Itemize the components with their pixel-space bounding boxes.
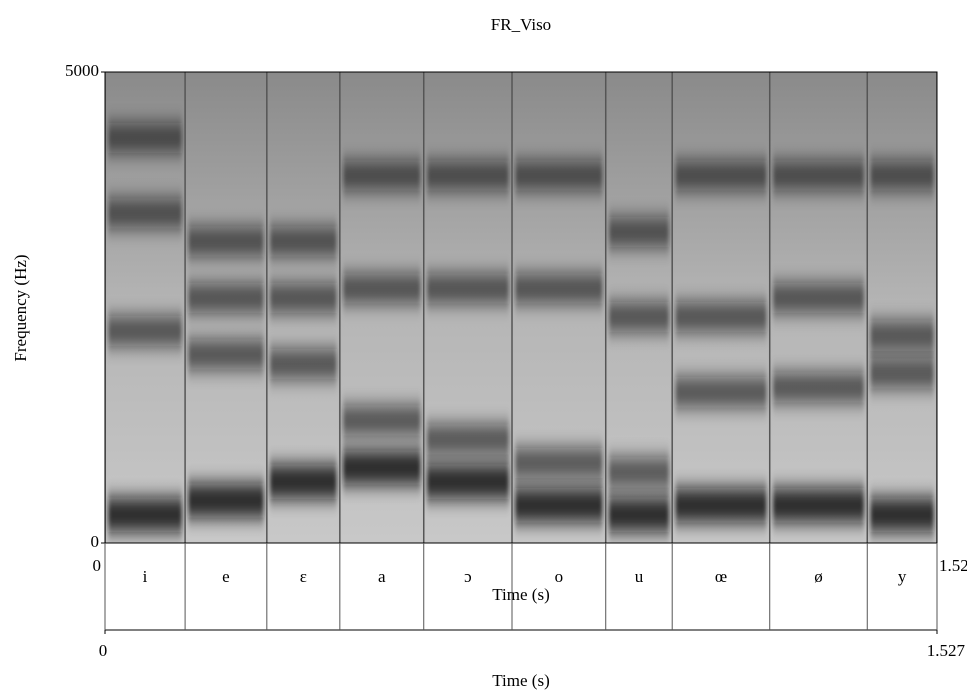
segment-label: ɛ xyxy=(300,567,307,586)
formant-band xyxy=(515,447,603,478)
formant-band xyxy=(188,339,264,370)
segment-label: ø xyxy=(814,567,823,586)
formant-band xyxy=(269,464,337,499)
formant-band xyxy=(108,122,183,153)
formant-band xyxy=(188,483,264,518)
segment-background xyxy=(867,72,937,543)
formant-band xyxy=(188,283,264,314)
formant-band xyxy=(515,160,603,191)
formant-band xyxy=(515,273,603,304)
x-tick-label: 0 xyxy=(99,641,108,660)
formant-band xyxy=(269,226,337,257)
formant-band xyxy=(426,273,510,304)
formant-band xyxy=(269,283,337,314)
formant-band xyxy=(342,273,421,304)
formant-band xyxy=(608,497,670,532)
formant-band xyxy=(772,283,865,314)
formant-band xyxy=(108,198,183,229)
formant-band xyxy=(515,488,603,523)
y-axis-label: Frequency (Hz) xyxy=(11,254,30,361)
x-tick-label: 1.527 xyxy=(927,641,966,660)
segment-background xyxy=(423,72,513,543)
formant-band xyxy=(608,217,670,248)
formant-band xyxy=(772,372,865,403)
formant-band xyxy=(108,316,183,347)
spectrogram xyxy=(105,72,937,543)
x-axis-label: Time (s) xyxy=(492,585,549,604)
formant-band xyxy=(870,320,934,351)
formant-band xyxy=(772,488,865,523)
formant-band xyxy=(342,405,421,436)
formant-band xyxy=(870,160,934,191)
formant-band xyxy=(608,301,670,332)
formant-band xyxy=(870,497,934,532)
formant-band xyxy=(426,424,510,455)
segment-label: a xyxy=(378,567,386,586)
formant-band xyxy=(188,226,264,257)
formant-band xyxy=(269,349,337,380)
formant-band xyxy=(772,160,865,191)
formant-band xyxy=(342,450,421,485)
y-tick-label: 5000 xyxy=(65,61,99,80)
formant-band xyxy=(342,160,421,191)
segment-label: y xyxy=(898,567,907,586)
formant-band xyxy=(426,464,510,499)
segment-label: ɔ xyxy=(464,567,472,586)
formant-band xyxy=(675,301,767,332)
segment-label: u xyxy=(635,567,644,586)
segment-label: i xyxy=(143,567,148,586)
formant-band xyxy=(108,497,183,532)
segment-label: o xyxy=(555,567,564,586)
formant-band xyxy=(426,160,510,191)
formant-band xyxy=(608,457,670,488)
formant-band xyxy=(675,160,767,191)
segment-label: e xyxy=(222,567,230,586)
chart-title: FR_Viso xyxy=(491,15,551,34)
y-tick-label: 0 xyxy=(91,532,100,551)
x-axis-label: Time (s) xyxy=(492,671,549,690)
formant-band xyxy=(870,358,934,389)
segment-label: œ xyxy=(715,567,727,586)
formant-band xyxy=(675,377,767,408)
formant-band xyxy=(675,488,767,523)
x-tick-label: 1.527 xyxy=(939,556,967,575)
x-tick-label: 0 xyxy=(93,556,102,575)
